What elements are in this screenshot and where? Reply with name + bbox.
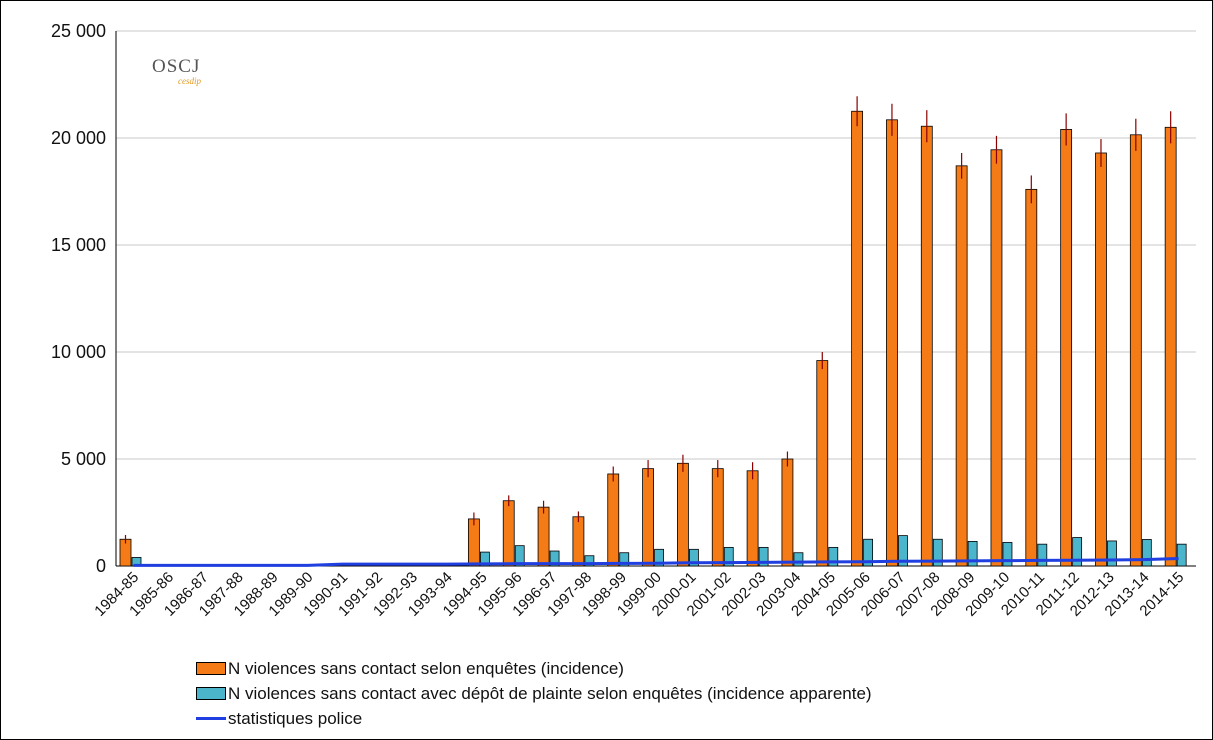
bar-incidence	[990, 149, 1003, 567]
y-tick-label: 15 000	[51, 235, 106, 255]
legend-label-incidence: N violences sans contact selon enquêtes …	[228, 658, 624, 678]
logo-text: OSCJ	[152, 56, 201, 77]
bar-incidence	[502, 500, 515, 567]
bar-incidence	[1025, 188, 1038, 567]
bar-apparent	[689, 548, 699, 567]
legend-item-police: statistiques police	[196, 706, 872, 731]
bar-apparent	[619, 552, 630, 567]
bar-incidence	[920, 125, 933, 567]
bar-incidence	[1060, 129, 1073, 567]
bar-incidence	[1129, 134, 1142, 567]
bar-incidence	[642, 468, 654, 567]
bar-apparent	[1107, 540, 1117, 567]
y-tick-label: 5 000	[61, 449, 106, 469]
y-tick-label: 25 000	[51, 21, 106, 41]
legend-swatch-orange	[196, 662, 226, 675]
bar-incidence	[781, 458, 794, 567]
bar-incidence	[677, 462, 689, 567]
bar-incidence	[537, 506, 550, 567]
bar-apparent	[1176, 543, 1187, 567]
bar-apparent	[514, 545, 525, 567]
bar-apparent	[723, 546, 734, 567]
bar-apparent	[898, 535, 908, 567]
legend-item-incidence: N violences sans contact selon enquêtes …	[196, 656, 872, 681]
bar-apparent	[479, 551, 490, 567]
bar-apparent	[967, 540, 978, 567]
bar-apparent	[828, 546, 839, 567]
bar-apparent	[863, 538, 874, 567]
legend-swatch-blue	[196, 687, 226, 700]
bar-apparent	[1037, 543, 1048, 567]
bar-apparent	[1002, 542, 1013, 567]
legend-swatch-line	[196, 717, 226, 720]
legend-label-apparent: N violences sans contact avec dépôt de p…	[228, 683, 872, 703]
bar-incidence	[1164, 126, 1177, 567]
bar-incidence	[816, 360, 829, 567]
legend-label-police: statistiques police	[228, 708, 363, 728]
bar-incidence	[1095, 152, 1107, 567]
bar-incidence	[851, 110, 864, 567]
legend-item-apparent: N violences sans contact avec dépôt de p…	[196, 681, 872, 706]
bar-apparent	[1141, 539, 1152, 567]
bar-incidence	[886, 119, 898, 567]
bar-incidence	[607, 473, 620, 567]
legend: N violences sans contact selon enquêtes …	[196, 656, 872, 731]
bar-incidence	[467, 518, 480, 567]
line-police	[133, 557, 1179, 567]
logo-subtext: cesdip	[178, 76, 201, 86]
bar-apparent	[549, 550, 560, 567]
bar-incidence	[955, 165, 968, 567]
y-tick-label: 0	[96, 556, 106, 576]
bar-apparent	[1072, 537, 1083, 567]
bar-incidence	[572, 516, 585, 567]
bar-apparent	[932, 538, 943, 567]
bar-incidence	[711, 468, 724, 567]
bar-apparent	[758, 546, 769, 567]
bar-apparent	[654, 548, 664, 567]
bar-apparent	[793, 552, 804, 567]
bar-incidence	[746, 470, 759, 567]
y-tick-label: 20 000	[51, 128, 106, 148]
bar-apparent	[584, 555, 595, 567]
y-tick-label: 10 000	[51, 342, 106, 362]
